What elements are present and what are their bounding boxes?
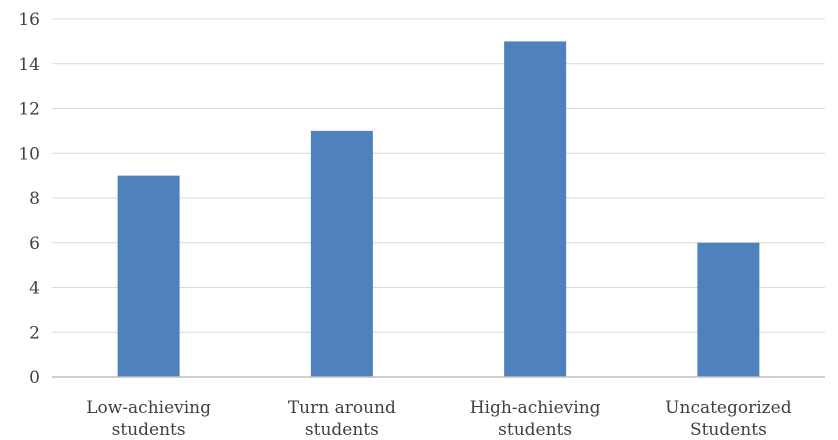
x-tick-label: Students [690, 420, 767, 440]
x-tick-label: students [112, 420, 186, 440]
bars [117, 41, 760, 377]
y-tick-label: 14 [18, 55, 40, 75]
y-tick-label: 6 [29, 234, 40, 254]
y-tick-label: 10 [18, 144, 40, 164]
x-tick-label: Uncategorized [665, 398, 792, 418]
x-tick-label: Low-achieving [86, 398, 211, 418]
gridlines [52, 18, 825, 333]
x-tick-label: Turn around [288, 398, 396, 418]
y-axis-ticks: 0 2 4 6 8 10 12 14 16 [18, 10, 40, 388]
y-tick-label: 12 [18, 100, 40, 120]
y-tick-label: 4 [29, 279, 40, 299]
y-tick-label: 2 [29, 323, 40, 343]
bar-3 [504, 41, 567, 377]
x-tick-label: High-achieving [470, 398, 601, 418]
y-tick-label: 0 [29, 368, 40, 388]
x-tick-label: students [498, 420, 572, 440]
bar-1 [117, 175, 180, 377]
bar-2 [310, 130, 373, 377]
y-tick-label: 8 [29, 189, 40, 209]
y-tick-label: 16 [18, 10, 40, 30]
x-tick-label: students [305, 420, 379, 440]
bar-4 [697, 242, 760, 377]
